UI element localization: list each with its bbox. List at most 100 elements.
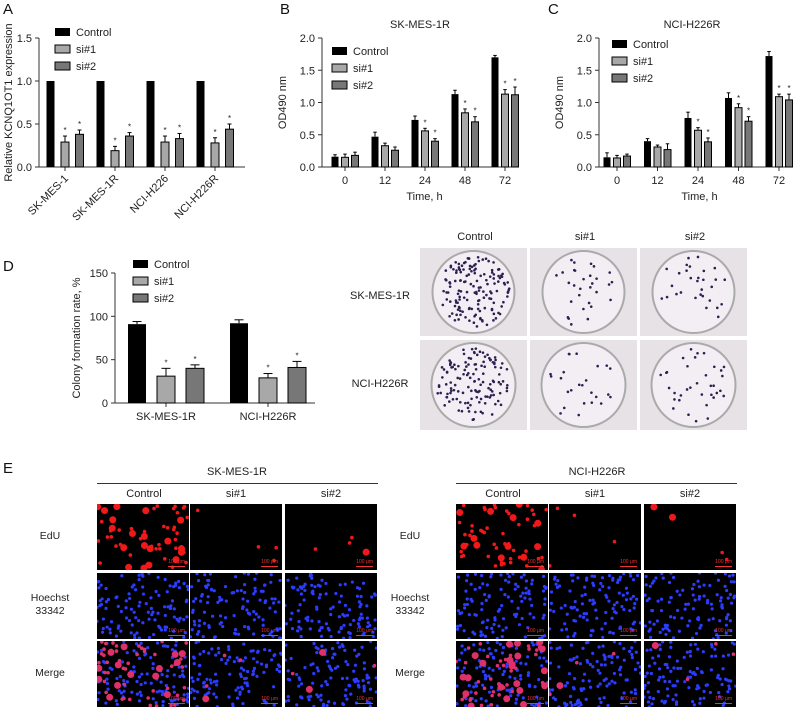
x-tick-label: NCI-H226R — [240, 411, 297, 423]
edu-col-header: si#1 — [225, 488, 247, 500]
bar-control — [196, 81, 205, 167]
colony-plate-image — [420, 340, 527, 430]
colony-plate-image — [530, 248, 637, 336]
scale-bar: 100 μm — [356, 628, 373, 636]
scale-bar: 100 μm — [620, 628, 637, 636]
scale-bar: 100 μm — [168, 559, 185, 567]
scale-bar: 100 μm — [715, 628, 732, 636]
bar-si2 — [185, 367, 205, 404]
x-axis-label: Time, h — [681, 191, 717, 203]
legend-label: Control — [353, 46, 388, 58]
significance-star: * — [193, 355, 196, 364]
legend-swatch — [54, 61, 71, 71]
legend-swatch — [611, 73, 628, 83]
significance-star: * — [295, 351, 298, 360]
scale-bar-label: 100 μm — [356, 559, 373, 565]
colony-row-nci: NCI-H226R — [351, 378, 409, 390]
x-tick-label: 0 — [614, 175, 620, 187]
significance-star: * — [113, 136, 116, 145]
scale-bar: 100 μm — [261, 628, 278, 636]
microscopy-image: 100 μm — [190, 504, 282, 570]
microscopy-image: 100 μm — [644, 504, 736, 570]
legend-label: si#1 — [633, 56, 653, 68]
legend-swatch — [54, 44, 71, 54]
significance-star: * — [696, 118, 699, 127]
bar-si2 — [287, 366, 307, 404]
panel-label-c: C — [548, 1, 559, 18]
significance-star: * — [266, 364, 269, 373]
y-tick-label: 1.0 — [577, 98, 592, 110]
microscopy-image: 100 μm — [644, 573, 736, 639]
significance-star: * — [463, 99, 466, 108]
colony-plate-image — [640, 340, 747, 430]
bar-si1 — [210, 142, 220, 168]
scale-bar-label: 100 μm — [620, 696, 637, 702]
significance-star: * — [503, 80, 506, 89]
legend-swatch — [611, 56, 628, 66]
legend-swatch — [133, 260, 148, 268]
significance-star: * — [706, 128, 709, 137]
bar-control — [146, 81, 155, 167]
significance-star: * — [163, 126, 166, 135]
bar-control — [451, 94, 459, 167]
y-axis-label: Colony formation rate, % — [71, 277, 83, 398]
legend-label: si#2 — [353, 80, 373, 92]
bar-si1 — [461, 112, 469, 168]
edu-col-header: si#1 — [584, 488, 606, 500]
colony-col-si2: si#2 — [684, 231, 706, 243]
bar-si1 — [381, 145, 389, 168]
bar-control — [331, 156, 339, 167]
edu-col-header: si#2 — [679, 488, 701, 500]
scale-bar: 100 μm — [527, 628, 544, 636]
significance-star: * — [228, 114, 231, 123]
scale-bar-label: 100 μm — [527, 559, 544, 565]
x-tick-label: SK-MES-1R — [136, 411, 196, 423]
legend-label: si#2 — [154, 293, 174, 305]
significance-star: * — [747, 107, 750, 116]
y-tick-label: 0.0 — [17, 162, 32, 174]
y-tick-label: 50 — [96, 355, 108, 367]
legend-swatch — [132, 293, 149, 303]
y-tick-label: 100 — [90, 311, 108, 323]
y-tick-label: 1.0 — [17, 76, 32, 88]
bar-si2 — [511, 94, 519, 168]
legend-label: si#1 — [353, 63, 373, 75]
x-axis-label: Time, h — [406, 191, 442, 203]
scale-bar-label: 100 μm — [356, 628, 373, 634]
bar-control — [411, 119, 419, 167]
bar-si1 — [694, 129, 702, 168]
legend-label: Control — [633, 39, 668, 51]
legend-label: si#2 — [76, 61, 96, 73]
bar-si2 — [663, 149, 672, 168]
scale-bar-label: 100 μm — [168, 559, 185, 565]
bar-si2 — [704, 141, 712, 168]
legend-label: Control — [154, 259, 189, 271]
bar-control — [725, 97, 732, 167]
legend-label: si#1 — [76, 44, 96, 56]
legend-swatch — [612, 40, 627, 48]
bar-si2 — [623, 155, 631, 168]
scale-bar-label: 100 μm — [168, 696, 185, 702]
x-tick-label: 48 — [459, 175, 471, 187]
scale-bar-label: 100 μm — [715, 696, 732, 702]
microscopy-image: 100 μm — [285, 504, 377, 570]
colony-plate-image — [530, 340, 637, 430]
bar-si1 — [775, 96, 783, 168]
scale-bar: 100 μm — [356, 696, 373, 704]
legend-label: Control — [76, 27, 111, 39]
bar-si1 — [421, 130, 429, 168]
microscopy-image: 100 μm — [456, 641, 548, 707]
edu-group-sk: SK-MES-1R — [207, 466, 267, 478]
scale-bar: 100 μm — [261, 696, 278, 704]
edu-col-header: si#2 — [320, 488, 342, 500]
y-tick-label: 2.0 — [300, 33, 315, 45]
scale-bar: 100 μm — [261, 559, 278, 567]
scale-bar: 100 μm — [356, 559, 373, 567]
microscopy-image: 100 μm — [456, 504, 548, 570]
y-axis-label: OD490 nm — [554, 76, 566, 129]
bar-si1 — [258, 377, 278, 404]
edu-row-label: Hoechst 33342 — [390, 592, 430, 617]
microscopy-image: 100 μm — [549, 641, 641, 707]
scale-bar: 100 μm — [527, 559, 544, 567]
